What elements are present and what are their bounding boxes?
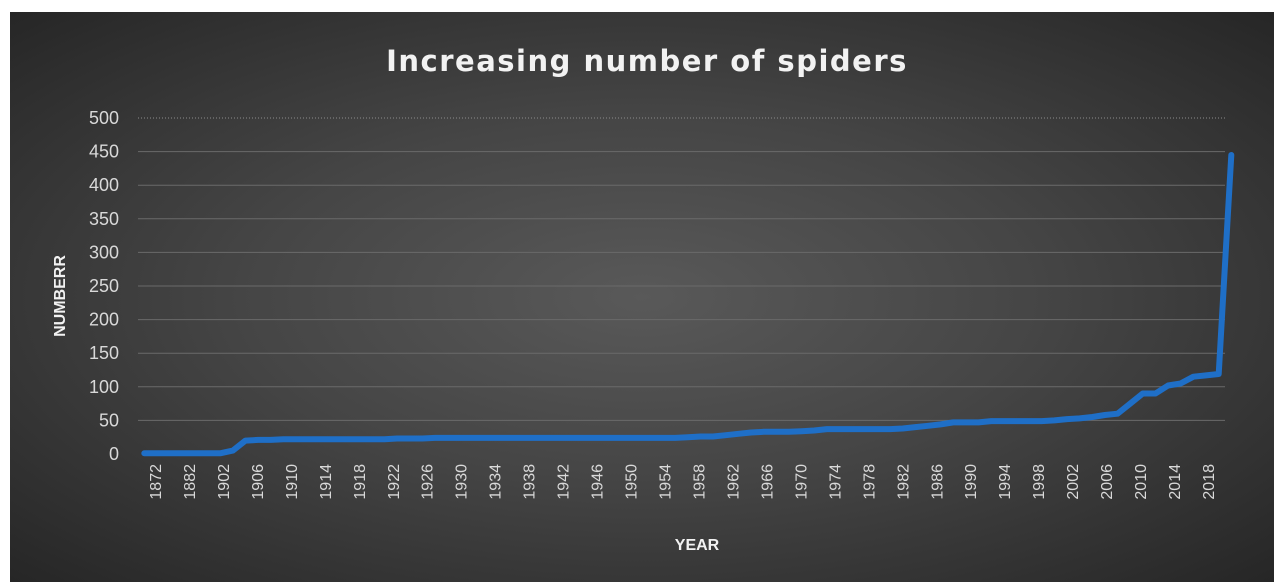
x-tick-label: 1914 <box>318 464 335 500</box>
y-tick-label: 50 <box>99 410 119 430</box>
x-tick-label: 1934 <box>488 464 505 500</box>
x-tick-label: 1958 <box>692 464 709 500</box>
x-tick-label: 1872 <box>148 464 165 500</box>
x-tick-label: 1970 <box>793 464 810 500</box>
x-tick-label: 1922 <box>386 464 403 500</box>
x-tick-label: 1978 <box>861 464 878 500</box>
series-line <box>141 152 1235 457</box>
y-tick-label: 100 <box>89 377 119 397</box>
x-tick-label: 1974 <box>827 464 844 500</box>
x-tick-label: 1906 <box>250 464 267 500</box>
x-tick-label: 1986 <box>929 464 946 500</box>
x-tick-label: 1926 <box>420 464 437 500</box>
y-tick-label: 0 <box>109 444 119 464</box>
x-tick-label: 2006 <box>1099 464 1116 500</box>
y-tick-label: 300 <box>89 242 119 262</box>
x-tick-label: 1950 <box>624 464 641 500</box>
x-tick-label: 2010 <box>1133 464 1150 500</box>
x-tick-label: 1918 <box>352 464 369 500</box>
y-tick-label: 200 <box>89 310 119 330</box>
x-tick-label: 1998 <box>1031 464 1048 500</box>
y-tick-label: 150 <box>89 343 119 363</box>
chart-title: Increasing number of spiders <box>386 44 908 78</box>
x-tick-label: 1982 <box>895 464 912 500</box>
x-tick-label: 1962 <box>726 464 743 500</box>
x-tick-label: 1966 <box>759 464 776 500</box>
y-tick-label: 500 <box>89 108 119 128</box>
x-tick-label: 1902 <box>216 464 233 500</box>
x-axis-title: YEAR <box>675 537 720 554</box>
x-axis-ticks: 1872 1882 1902 1906 1910 1914 1918 1922 1926 1930… <box>148 464 1218 500</box>
line-chart: Increasing number of spiders 0 50 100 150 20… <box>52 44 1235 554</box>
x-tick-label: 2014 <box>1167 464 1184 500</box>
chart-frame: Increasing number of spiders 0 50 100 150 20… <box>10 12 1274 582</box>
x-tick-label: 1946 <box>590 464 607 500</box>
gridlines <box>138 117 1225 421</box>
x-tick-label: 1994 <box>997 464 1014 500</box>
y-tick-label: 250 <box>89 276 119 296</box>
y-tick-label: 400 <box>89 175 119 195</box>
x-tick-label: 1882 <box>182 464 199 500</box>
x-tick-label: 1990 <box>963 464 980 500</box>
y-tick-label: 450 <box>89 142 119 162</box>
y-tick-label: 350 <box>89 209 119 229</box>
x-tick-label: 2018 <box>1201 464 1218 500</box>
x-tick-label: 1910 <box>284 464 301 500</box>
y-axis-title: NUMBERR <box>52 255 69 337</box>
x-tick-label: 1938 <box>522 464 539 500</box>
x-tick-label: 2002 <box>1065 464 1082 500</box>
x-tick-label: 1954 <box>658 464 675 500</box>
x-tick-label: 1930 <box>454 464 471 500</box>
x-tick-label: 1942 <box>556 464 573 500</box>
y-axis-ticks: 0 50 100 150 200 250 300 350 400 450 500 <box>89 108 119 464</box>
